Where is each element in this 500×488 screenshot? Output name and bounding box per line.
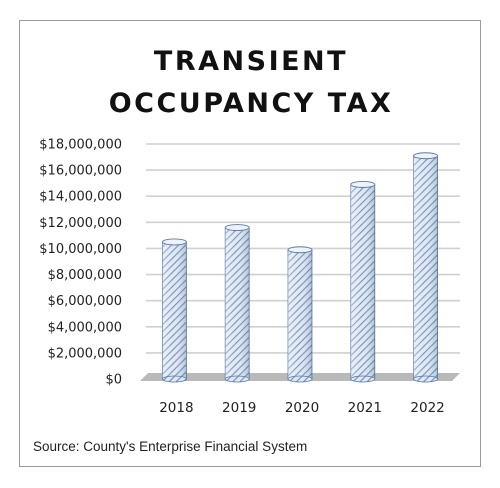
bar-shading [225,227,250,379]
bars [161,152,439,383]
x-tick-label: 2018 [159,400,193,416]
source-note: Source: County's Enterprise Financial Sy… [33,439,308,454]
y-axis-labels: $0 $2,000,000 $4,000,000 $6,000,000 $8,000,0… [39,138,122,388]
y-tick-label: $12,000,000 [39,216,122,231]
chart-title: TRANSIENT OCCUPANCY TAX [20,41,482,125]
y-tick-label: $18,000,000 [39,138,122,153]
bar-base [287,375,313,383]
chart-title-line-2: OCCUPANCY TAX [108,88,394,119]
x-tick-label: 2019 [222,400,256,416]
y-tick-label: $16,000,000 [39,164,122,179]
y-tick-label: $14,000,000 [39,190,122,205]
bar-base [161,375,187,383]
y-tick-label: $10,000,000 [39,242,122,257]
bar-cap [350,181,376,188]
bar-cap [224,224,250,232]
bar-base [350,375,376,383]
y-tick-label: $8,000,000 [48,268,122,283]
bar-chart: $0 $2,000,000 $4,000,000 $6,000,000 $8,000,0… [39,138,460,416]
chart-frame: TRANSIENT OCCUPANCY TAX $0 $2,000,000 $4,0… [19,20,481,467]
bar-base [413,375,439,383]
bar-2021 [350,181,376,383]
bar-2020 [287,246,313,383]
x-tick-label: 2020 [285,400,319,416]
chart-title-line-1: TRANSIENT [153,46,349,77]
bar-cap [287,246,313,254]
x-axis-labels: 2018 2019 2020 2021 2022 [159,400,445,416]
y-tick-label: $2,000,000 [48,346,122,361]
bar-2022 [413,152,439,383]
y-tick-label: $4,000,000 [48,320,122,335]
y-tick-label: $6,000,000 [48,294,122,309]
bar-shading [350,184,375,379]
bar-base [224,375,250,383]
x-tick-label: 2021 [348,400,382,416]
bar-shading [288,249,312,379]
bar-cap [161,238,187,246]
bar-cap [413,152,439,160]
bar-2018 [161,238,187,383]
bar-shading [162,241,187,379]
y-tick-label: $0 [105,373,122,388]
bar-2019 [224,224,250,383]
x-tick-label: 2022 [410,400,444,416]
bar-shading [413,155,438,379]
